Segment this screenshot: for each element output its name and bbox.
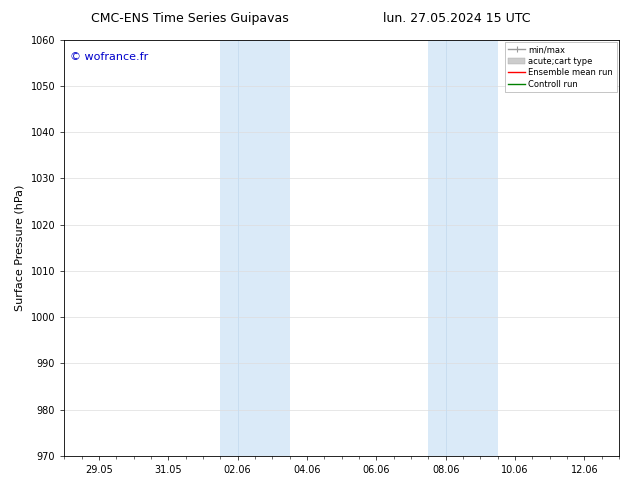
Text: lun. 27.05.2024 15 UTC: lun. 27.05.2024 15 UTC [383, 12, 530, 25]
Text: CMC-ENS Time Series Guipavas: CMC-ENS Time Series Guipavas [91, 12, 289, 25]
Legend: min/max, acute;cart type, Ensemble mean run, Controll run: min/max, acute;cart type, Ensemble mean … [505, 42, 616, 92]
Bar [429, 40, 498, 456]
Text: © wofrance.fr: © wofrance.fr [70, 52, 148, 62]
Bar [220, 40, 290, 456]
Y-axis label: Surface Pressure (hPa): Surface Pressure (hPa) [15, 185, 25, 311]
